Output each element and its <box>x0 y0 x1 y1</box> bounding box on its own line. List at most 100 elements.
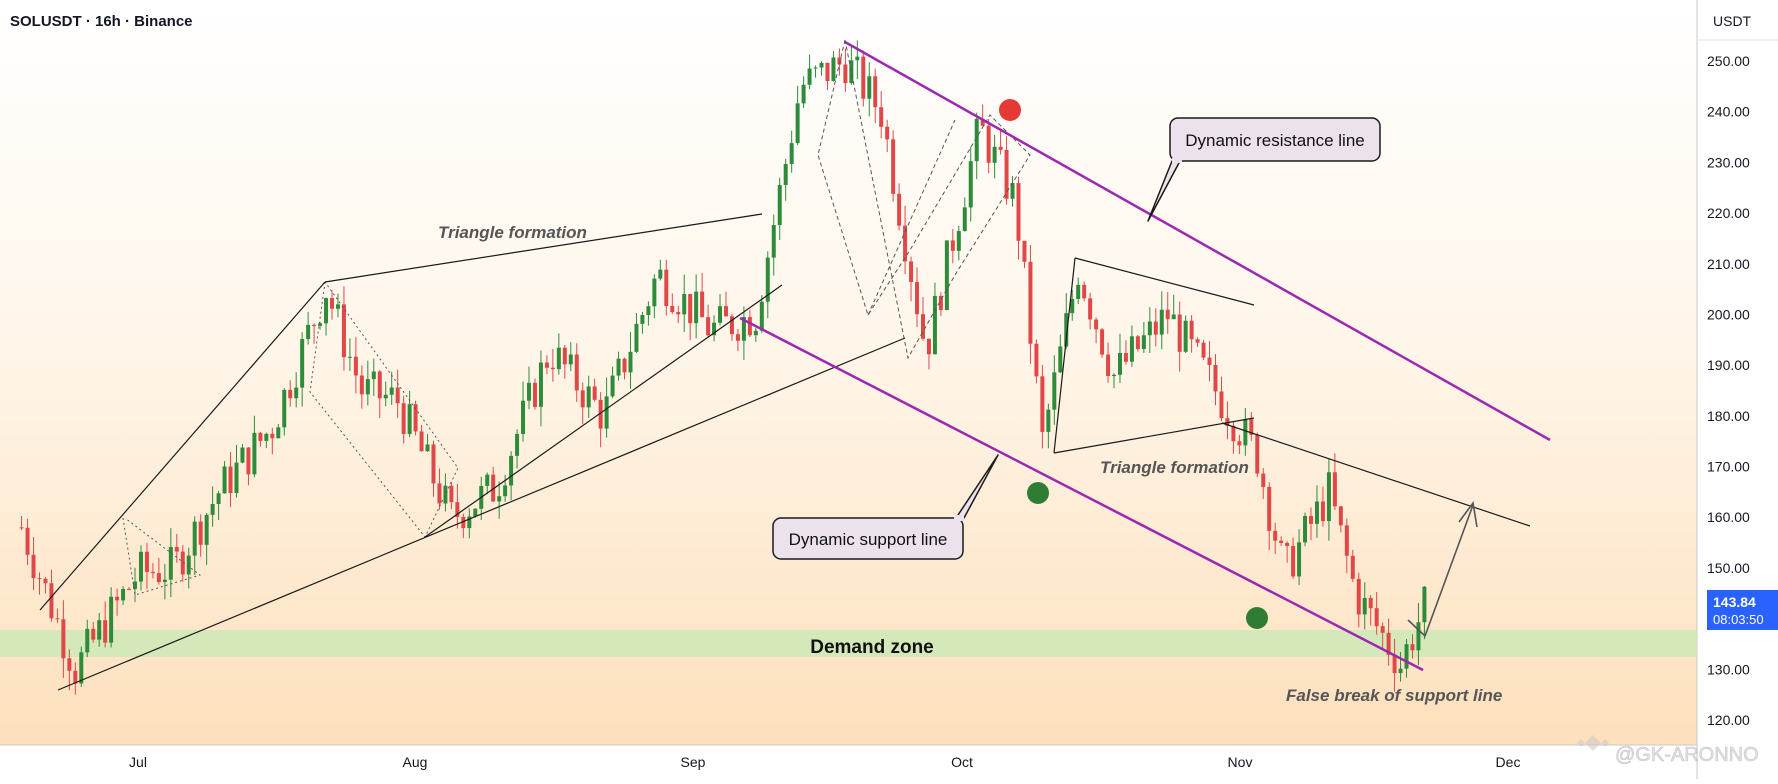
candle-body <box>1261 473 1266 487</box>
candle-body <box>1129 336 1134 362</box>
candle-body <box>449 485 454 503</box>
price-tick-label: 130.00 <box>1707 661 1750 677</box>
candle-body <box>31 554 36 579</box>
dynamic-support-line <box>739 316 1424 672</box>
candle-body <box>1088 298 1093 320</box>
symbol-title[interactable]: SOLUSDT · 16h · Binance <box>10 13 193 30</box>
candle-body <box>1303 515 1308 543</box>
candle-body <box>1273 530 1278 541</box>
candle-body <box>807 68 812 85</box>
candle-body <box>849 60 854 84</box>
candle-body <box>431 444 436 484</box>
candle-body <box>1195 339 1200 343</box>
last-price-value: 143.84 <box>1713 594 1756 610</box>
time-tick-label: Nov <box>1228 754 1253 770</box>
candle-body <box>1010 183 1015 199</box>
candle-body <box>873 76 878 108</box>
time-tick-label: Sep <box>681 754 706 770</box>
dynamic-resistance-label: Dynamic resistance line <box>1185 131 1365 150</box>
candle-body <box>365 379 370 395</box>
candle-body <box>168 546 173 580</box>
candle-body <box>622 358 627 373</box>
candle-body <box>413 404 418 432</box>
candle-body <box>240 447 245 463</box>
candle-body <box>729 316 734 335</box>
candle-body <box>771 225 776 258</box>
candle-body <box>1422 586 1427 623</box>
candle-body <box>1171 314 1176 320</box>
projection-arrow <box>1407 501 1478 638</box>
candle-body <box>180 551 185 575</box>
candle-body <box>986 125 991 163</box>
candle-body <box>491 474 496 502</box>
candle-body <box>1404 644 1409 669</box>
candle-body <box>777 184 782 226</box>
candle-body <box>1410 644 1415 651</box>
candle-body <box>837 57 842 65</box>
candle-body <box>389 387 394 395</box>
candle-body <box>306 324 311 340</box>
candle-body <box>192 521 197 556</box>
candle-body <box>909 261 914 283</box>
time-tick-label: Oct <box>951 754 973 770</box>
candle-body <box>204 514 209 545</box>
candle-body <box>789 143 794 164</box>
zigzag-pattern-2 <box>817 39 1031 360</box>
candle-body <box>974 118 979 162</box>
candle-body <box>556 347 561 370</box>
candle-body <box>497 496 502 502</box>
candle-body <box>915 282 920 315</box>
candle-body <box>467 516 472 529</box>
candle-body <box>1135 336 1140 350</box>
candle-body <box>264 433 269 441</box>
candle-body <box>759 301 764 331</box>
callout-dynamic-resistance: Dynamic resistance line <box>1147 117 1381 222</box>
currency-label[interactable]: USDT <box>1713 13 1752 29</box>
candle-body <box>867 76 872 99</box>
candle-body <box>1201 342 1206 358</box>
candle-body <box>1094 319 1099 330</box>
candle-body <box>956 231 961 251</box>
candle-body <box>694 291 699 324</box>
candle-body <box>300 339 305 388</box>
candle-body <box>765 257 770 302</box>
candle-body <box>1040 376 1045 432</box>
candle-body <box>1106 354 1111 377</box>
candle-body <box>318 323 323 326</box>
time-axis-background[interactable] <box>0 745 1697 779</box>
candle-body <box>795 103 800 144</box>
candle-body <box>1141 335 1146 350</box>
candle-body <box>574 354 579 391</box>
candle-body <box>294 387 299 399</box>
candle-body <box>968 161 973 208</box>
price-axis-background[interactable] <box>1697 0 1778 779</box>
candle-body <box>1189 320 1194 340</box>
price-tick-label: 200.00 <box>1707 306 1750 322</box>
candle-body <box>127 588 132 590</box>
candle-body <box>25 527 30 555</box>
candle-body <box>521 400 526 434</box>
candle-body <box>646 306 651 316</box>
candle-body <box>944 240 949 310</box>
trend-lines <box>39 213 1531 691</box>
candle-body <box>723 306 728 317</box>
candle-body <box>538 362 543 407</box>
candle-body <box>1285 542 1290 547</box>
candle-body <box>664 269 669 307</box>
candle-body <box>1123 353 1128 362</box>
candle-body <box>1237 441 1242 446</box>
candle-body <box>162 579 167 583</box>
candle-body <box>222 466 227 494</box>
candle-body <box>288 389 293 399</box>
time-axis-ticks: Jul Aug Sep Oct Nov Dec <box>129 754 1520 770</box>
candle-body <box>1165 309 1170 320</box>
candle-body <box>133 581 138 590</box>
candle-body <box>544 362 549 368</box>
candle-body <box>461 516 466 529</box>
candle-body <box>783 163 788 185</box>
candle-body <box>1052 372 1057 410</box>
candle-body <box>532 382 537 407</box>
last-price-badge: 143.84 08:03:50 <box>1707 590 1778 630</box>
